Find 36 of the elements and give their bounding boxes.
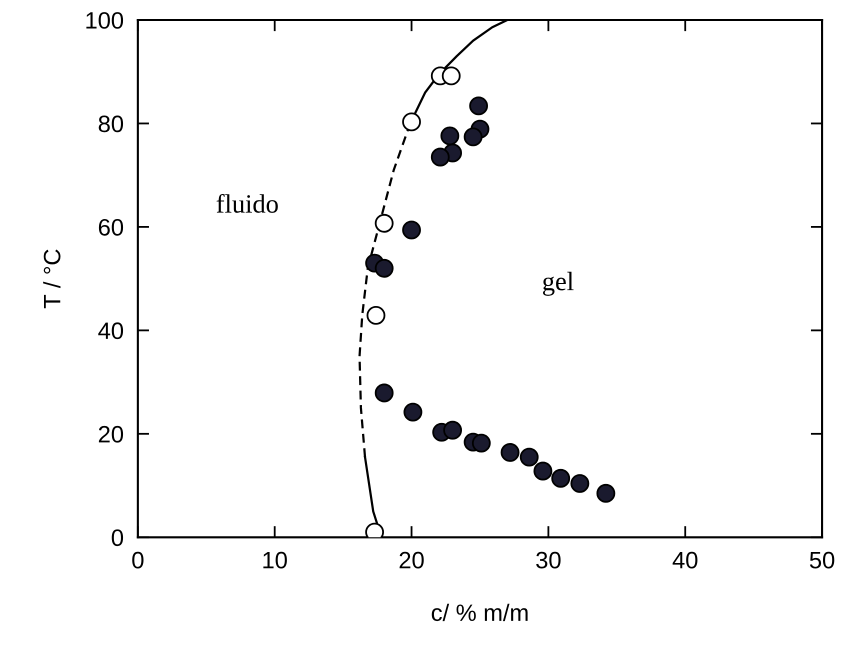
y-tick-label: 60	[98, 218, 124, 236]
y-tick-label: 0	[112, 529, 124, 546]
point	[443, 420, 462, 440]
point	[551, 468, 570, 488]
x-tick-label: 30	[536, 552, 561, 569]
point	[464, 127, 483, 146]
x-tick-label: 50	[810, 552, 834, 569]
point	[440, 126, 460, 146]
point	[472, 434, 491, 453]
point	[374, 214, 394, 233]
point	[570, 474, 590, 493]
point	[442, 66, 461, 86]
point	[430, 148, 450, 166]
y-tick-label: 100	[86, 12, 124, 29]
point	[402, 112, 421, 132]
point	[500, 443, 520, 462]
y-axis-title: T / °C	[43, 249, 60, 308]
y-tick-label: 40	[98, 322, 124, 340]
x-axis-title: c/ % m/m	[432, 604, 528, 622]
x-tick-label: 40	[672, 552, 698, 569]
annotation: fluido	[216, 194, 278, 213]
point	[402, 220, 421, 240]
x-tick-label: 20	[400, 552, 424, 569]
annotation: gel	[542, 272, 574, 296]
point	[596, 484, 616, 503]
x-tick-label: 0	[132, 552, 144, 569]
point	[520, 448, 539, 467]
point	[534, 462, 552, 480]
point	[374, 258, 394, 278]
x-tick-label: 10	[263, 552, 287, 569]
point	[374, 384, 394, 402]
point	[469, 96, 488, 116]
point	[404, 402, 422, 422]
y-tick-label: 80	[98, 116, 124, 132]
point	[366, 306, 386, 325]
y-tick-label: 20	[98, 426, 124, 443]
